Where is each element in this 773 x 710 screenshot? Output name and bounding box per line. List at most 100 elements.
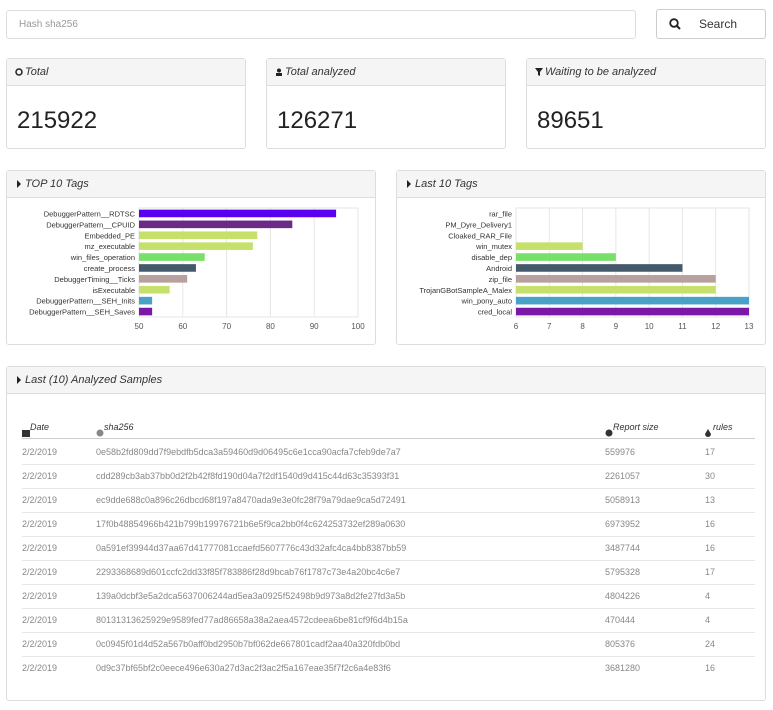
- chart-panel: TOP 10 Tags 50 60 70 80 90 100 DebuggerPattern…: [6, 170, 376, 345]
- table-cell: 4: [705, 591, 711, 601]
- table-cell: 3487744: [605, 543, 641, 553]
- bar: [139, 285, 170, 294]
- panel-header: TOP 10 Tags: [7, 171, 375, 198]
- x-tick-label: 11: [678, 322, 687, 331]
- bar: [139, 307, 153, 316]
- x-tick-label: 10: [645, 322, 654, 331]
- y-tick-label: PM_Dyre_Delivery1: [445, 220, 512, 229]
- table-cell: 80131313625929e9589fed77ad86658a38a2aea4…: [96, 615, 408, 625]
- icon: [17, 180, 21, 188]
- row-divider: [22, 632, 755, 633]
- table-cell: ec9dde688c0a896c26dbcd68f197a8470ada9e3e…: [96, 495, 406, 505]
- table-cell: 2/2/2019: [22, 519, 58, 529]
- bar: [139, 253, 205, 261]
- y-tick-label: DebuggerPattern__CPUID: [46, 220, 135, 229]
- table-cell: 0d9c37bf65bf2c0eece496e630a27d3ac2f3ac2f…: [96, 663, 391, 673]
- table-cell: 16: [705, 663, 716, 673]
- panel-header: Last 10 Tags: [397, 171, 765, 198]
- table-cell: 2/2/2019: [22, 663, 58, 673]
- table-panel: Last (10) Analyzed Samples Date sha256 Rep…: [6, 366, 766, 701]
- icon: [407, 180, 411, 188]
- table-cell: 30: [705, 471, 716, 481]
- stat-value: 89651: [537, 107, 604, 134]
- table-cell: 0e58b2fd809dd7f9ebdfb5dca3a59460d9d06495…: [96, 447, 401, 457]
- bar: [139, 231, 258, 240]
- column-header: rules: [713, 422, 733, 432]
- bar: [516, 242, 583, 250]
- row-divider: [22, 584, 755, 585]
- bar: [139, 264, 196, 272]
- table-cell: 0c0945f01d4d52a567b0aff0bd2950b7bf062de6…: [96, 639, 401, 649]
- icon: [17, 376, 21, 384]
- y-tick-label: TrojanGBotSampleA_Malex: [419, 286, 512, 295]
- table-cell: 470444: [605, 615, 636, 625]
- row-divider: [22, 438, 755, 439]
- search-placeholder: Hash sha256: [19, 19, 78, 30]
- row-divider: [22, 488, 755, 489]
- x-tick-label: 50: [135, 322, 144, 331]
- chart: 6 7 8 9 10 11 12 13 rar_file PM_Dyre_Delivery1 Clo…: [419, 207, 754, 331]
- table-cell: 139a0dcbf3e5a2dca5637006244ad5ea3a0925f5…: [96, 591, 406, 601]
- bar: [516, 285, 716, 294]
- column-header: sha256: [104, 422, 134, 432]
- column-header: Date: [30, 422, 50, 432]
- y-tick-label: DebuggerPattern__RDTSC: [44, 209, 136, 218]
- row-divider: [22, 464, 755, 465]
- table-cell: 0a591ef39944d37aa67d41777081ccaefd560777…: [96, 543, 407, 553]
- icon: [15, 68, 23, 76]
- y-tick-label: rar_file: [489, 209, 512, 218]
- bar: [516, 275, 716, 283]
- table-cell: 2/2/2019: [22, 543, 58, 553]
- x-tick-label: 12: [711, 322, 720, 331]
- table-cell: 17: [705, 447, 716, 457]
- x-tick-label: 70: [222, 322, 231, 331]
- search-icon: [669, 18, 681, 30]
- y-tick-label: win_pony_auto: [461, 297, 512, 306]
- table-cell: 17f0b48854966b421b799b19976721b6e5f9ca2b…: [96, 519, 406, 529]
- x-tick-label: 7: [547, 322, 552, 331]
- bar: [516, 264, 683, 272]
- table-cell: 2/2/2019: [22, 591, 58, 601]
- y-tick-label: DebuggerPattern__SEH_Inits: [36, 297, 135, 306]
- stat-panel: Waiting to be analyzed 89651: [526, 58, 766, 149]
- stat-panel: Total 215922: [6, 58, 246, 149]
- panel-header: Total analyzed: [267, 59, 505, 86]
- y-tick-label: DebuggerTiming__Ticks: [54, 275, 135, 284]
- y-tick-label: isExecutable: [92, 286, 135, 295]
- bar: [139, 296, 153, 305]
- panel-header: Last (10) Analyzed Samples: [7, 367, 765, 394]
- row-divider: [22, 536, 755, 537]
- chart-title: Last 10 Tags: [415, 178, 478, 190]
- search-button[interactable]: Search: [656, 9, 766, 39]
- table-cell: 4: [705, 615, 711, 625]
- search-input[interactable]: Hash sha256: [6, 10, 636, 39]
- y-tick-label: create_process: [84, 264, 136, 273]
- stat-title: Total: [25, 66, 49, 78]
- x-tick-label: 6: [514, 322, 519, 331]
- y-tick-label: Embedded_PE: [85, 231, 135, 240]
- x-tick-label: 9: [614, 322, 619, 331]
- panel-header: Total: [7, 59, 245, 86]
- bar: [139, 220, 293, 229]
- table-cell: 805376: [605, 639, 636, 649]
- table-cell: 2261057: [605, 471, 641, 481]
- bar: [139, 275, 188, 283]
- column-icon: [605, 424, 613, 442]
- x-tick-label: 90: [310, 322, 319, 331]
- y-tick-label: mz_executable: [85, 242, 135, 251]
- stat-title: Waiting to be analyzed: [545, 66, 657, 78]
- table-cell: 24: [705, 639, 716, 649]
- stat-panel: Total analyzed 126271: [266, 58, 506, 149]
- search-label: Search: [699, 17, 738, 31]
- bar: [516, 253, 616, 261]
- table-cell: 2/2/2019: [22, 495, 58, 505]
- icon: [535, 68, 543, 76]
- y-tick-label: DebuggerPattern__SEH_Saves: [29, 308, 135, 317]
- table-cell: 16: [705, 519, 716, 529]
- table-cell: 5795328: [605, 567, 641, 577]
- row-divider: [22, 608, 755, 609]
- bar: [516, 296, 749, 305]
- row-divider: [22, 512, 755, 513]
- table-cell: 13: [705, 495, 716, 505]
